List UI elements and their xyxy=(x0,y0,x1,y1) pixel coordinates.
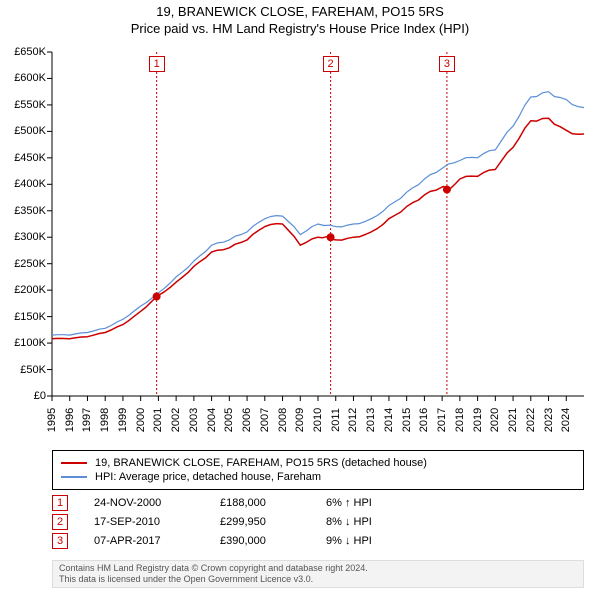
x-tick-label: 1999 xyxy=(117,408,129,432)
x-tick-label: 1997 xyxy=(81,408,93,432)
event-badge: 2 xyxy=(52,514,68,530)
title-subtitle: Price paid vs. HM Land Registry's House … xyxy=(0,21,600,36)
x-tick-label: 2001 xyxy=(152,408,164,432)
x-tick-label: 2024 xyxy=(560,408,572,432)
event-row: 2 17-SEP-2010 £299,950 8% ↓ HPI xyxy=(52,514,584,530)
event-price: £299,950 xyxy=(220,516,300,528)
x-tick-label: 1995 xyxy=(46,408,58,432)
event-price: £188,000 xyxy=(220,497,300,509)
event-date: 07-APR-2017 xyxy=(94,535,194,547)
chart-container: 19, BRANEWICK CLOSE, FAREHAM, PO15 5RS P… xyxy=(0,0,600,590)
y-tick-label: £200K xyxy=(14,284,46,296)
x-tick-label: 2015 xyxy=(401,408,413,432)
event-table: 1 24-NOV-2000 £188,000 6% ↑ HPI 2 17-SEP-2010… xyxy=(52,492,584,552)
plot-area: 1 2 3 xyxy=(52,52,584,396)
x-tick-label: 2020 xyxy=(489,408,501,432)
x-tick-label: 2017 xyxy=(436,408,448,432)
event-date: 24-NOV-2000 xyxy=(94,497,194,509)
title-address: 19, BRANEWICK CLOSE, FAREHAM, PO15 5RS xyxy=(0,4,600,19)
x-tick-label: 2005 xyxy=(223,408,235,432)
x-tick-label: 2019 xyxy=(472,408,484,432)
x-tick-label: 2014 xyxy=(383,408,395,432)
legend-label: 19, BRANEWICK CLOSE, FAREHAM, PO15 5RS (… xyxy=(95,457,427,469)
y-axis-ticks: £0£50K£100K£150K£200K£250K£300K£350K£400… xyxy=(0,52,50,396)
legend-swatch xyxy=(61,476,87,478)
event-badge: 3 xyxy=(52,533,68,549)
x-tick-label: 1996 xyxy=(64,408,76,432)
y-tick-label: £50K xyxy=(20,364,46,376)
x-tick-label: 2007 xyxy=(259,408,271,432)
event-price: £390,000 xyxy=(220,535,300,547)
event-marker-badge: 2 xyxy=(323,56,339,72)
x-tick-label: 2009 xyxy=(294,408,306,432)
y-tick-label: £150K xyxy=(14,311,46,323)
event-badge: 1 xyxy=(52,495,68,511)
y-tick-label: £400K xyxy=(14,178,46,190)
chart-svg xyxy=(52,52,584,396)
x-tick-label: 2012 xyxy=(347,408,359,432)
x-tick-label: 2013 xyxy=(365,408,377,432)
x-tick-label: 2018 xyxy=(454,408,466,432)
x-tick-label: 2006 xyxy=(241,408,253,432)
event-diff: 6% ↑ HPI xyxy=(326,497,416,509)
event-marker-badge: 3 xyxy=(439,56,455,72)
footer-attribution: Contains HM Land Registry data © Crown c… xyxy=(52,560,584,588)
y-tick-label: £0 xyxy=(34,390,46,402)
x-tick-label: 2004 xyxy=(206,408,218,432)
x-tick-label: 2023 xyxy=(543,408,555,432)
x-tick-label: 2010 xyxy=(312,408,324,432)
event-row: 1 24-NOV-2000 £188,000 6% ↑ HPI xyxy=(52,495,584,511)
event-diff: 8% ↓ HPI xyxy=(326,516,416,528)
footer-line1: Contains HM Land Registry data © Crown c… xyxy=(59,563,577,574)
y-tick-label: £100K xyxy=(14,337,46,349)
x-tick-label: 2008 xyxy=(277,408,289,432)
x-tick-label: 2021 xyxy=(507,408,519,432)
event-row: 3 07-APR-2017 £390,000 9% ↓ HPI xyxy=(52,533,584,549)
legend-box: 19, BRANEWICK CLOSE, FAREHAM, PO15 5RS (… xyxy=(52,450,584,490)
y-tick-label: £650K xyxy=(14,46,46,58)
title-block: 19, BRANEWICK CLOSE, FAREHAM, PO15 5RS P… xyxy=(0,0,600,36)
x-tick-label: 2003 xyxy=(188,408,200,432)
x-axis-ticks: 1995199619971998199920002001200220032004… xyxy=(52,398,584,448)
y-tick-label: £450K xyxy=(14,152,46,164)
y-tick-label: £500K xyxy=(14,125,46,137)
x-tick-label: 2000 xyxy=(135,408,147,432)
x-tick-label: 1998 xyxy=(99,408,111,432)
x-tick-label: 2002 xyxy=(170,408,182,432)
y-tick-label: £300K xyxy=(14,231,46,243)
event-diff: 9% ↓ HPI xyxy=(326,535,416,547)
y-tick-label: £550K xyxy=(14,99,46,111)
legend-swatch xyxy=(61,462,87,464)
legend-row: 19, BRANEWICK CLOSE, FAREHAM, PO15 5RS (… xyxy=(61,457,575,469)
y-tick-label: £350K xyxy=(14,205,46,217)
legend-label: HPI: Average price, detached house, Fare… xyxy=(95,471,321,483)
x-tick-label: 2016 xyxy=(418,408,430,432)
x-tick-label: 2011 xyxy=(330,408,342,432)
y-tick-label: £600K xyxy=(14,72,46,84)
legend-row: HPI: Average price, detached house, Fare… xyxy=(61,471,575,483)
footer-line2: This data is licensed under the Open Gov… xyxy=(59,574,577,585)
event-marker-badge: 1 xyxy=(149,56,165,72)
y-tick-label: £250K xyxy=(14,258,46,270)
event-date: 17-SEP-2010 xyxy=(94,516,194,528)
x-tick-label: 2022 xyxy=(525,408,537,432)
